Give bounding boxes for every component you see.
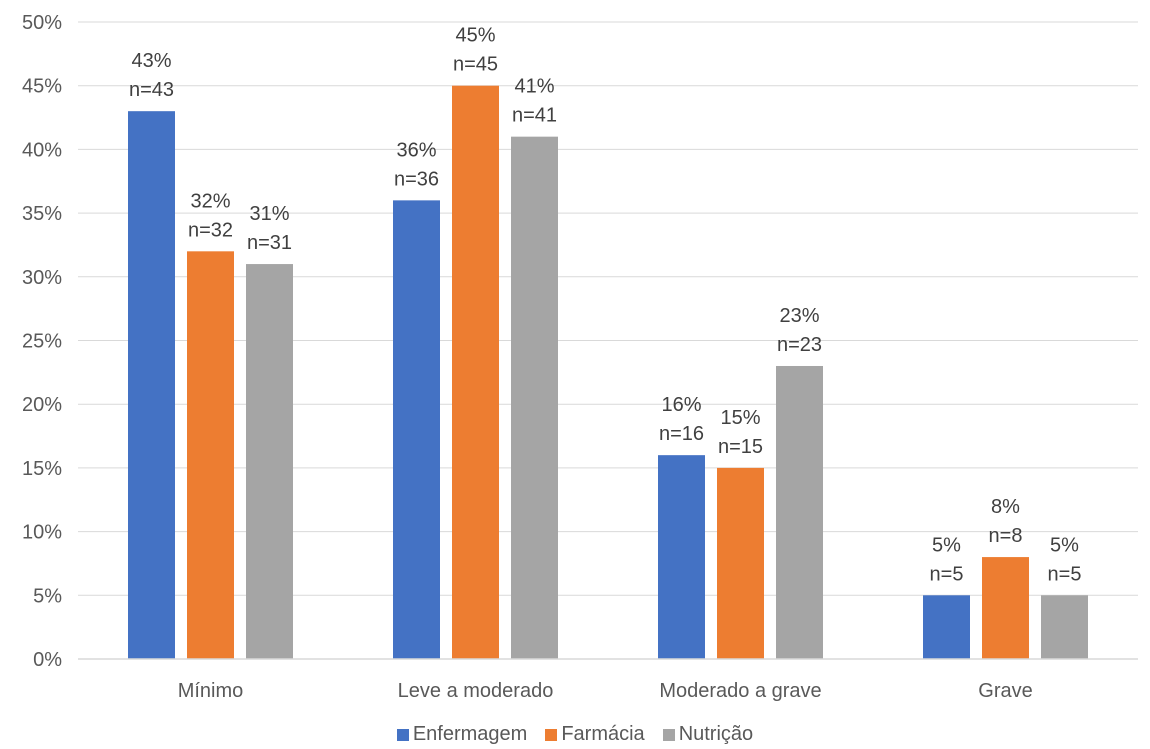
bar-enfermagem [393,200,440,660]
y-tick-label: 40% [22,139,62,161]
legend-label: Enfermagem [412,723,528,745]
bar-farmácia [717,467,764,659]
data-label-count: n=32 [188,219,233,241]
y-tick-label: 15% [22,458,62,480]
category-label: Leve a moderado [398,680,554,702]
gridlines [78,21,1138,596]
bar-nutrição [1041,595,1088,659]
bars [128,85,1088,660]
data-label-percent: 45% [455,25,495,47]
x-axis: Mínimo Leve a moderado Moderado a grave Gra… [78,658,1138,702]
data-label-count: n=8 [989,525,1023,547]
bar-enfermagem [658,455,705,659]
legend-label: Farmácia [561,723,645,745]
category-label: Moderado a grave [659,680,821,702]
y-tick-label: 10% [22,522,62,544]
data-label-percent: 5% [932,534,961,556]
bar-nutrição [511,136,558,659]
legend-item: Farmácia [545,723,645,746]
y-tick-label: 5% [33,585,62,607]
data-label-count: n=5 [930,563,964,585]
data-label-percent: 16% [661,394,701,416]
y-tick-label: 35% [22,203,62,225]
chart-canvas: 0% 5% 10% 15% 20% 25% 30% 35% 40% 45% 50% 43% n=43 3… [22,12,1138,702]
data-label-count: n=16 [659,423,704,445]
data-label-percent: 41% [514,76,554,98]
y-tick-label: 0% [33,649,62,671]
legend-item: Nutrição [662,723,754,746]
data-label-count: n=31 [247,232,292,254]
bar-enfermagem [128,111,175,660]
bar-enfermagem [923,595,970,659]
legend-swatch [545,728,558,741]
data-label-count: n=43 [129,79,174,101]
y-tick-label: 20% [22,394,62,416]
data-label-count: n=36 [394,168,439,190]
data-label-percent: 31% [249,203,289,225]
y-tick-label: 50% [22,12,62,34]
data-label-count: n=15 [718,436,763,458]
legend: Enfermagem Farmácia Nutrição [0,720,1150,749]
y-tick-label: 30% [22,267,62,289]
y-axis: 0% 5% 10% 15% 20% 25% 30% 35% 40% 45% 50% [22,12,62,671]
data-label-percent: 15% [720,407,760,429]
legend-item: Enfermagem [396,723,528,746]
category-label: Grave [978,680,1032,702]
data-label-count: n=23 [777,334,822,356]
bar-nutrição [776,365,823,659]
data-label-count: n=5 [1048,563,1082,585]
category-label: Mínimo [178,680,244,702]
bar-nutrição [246,264,293,659]
data-label-percent: 36% [396,139,436,161]
data-label-percent: 23% [779,305,819,327]
data-labels: 43% n=43 32% n=32 31% n=31 36% n=36 45% n=45 41% n=… [129,25,1082,586]
legend-swatch [662,728,675,741]
y-tick-label: 45% [22,76,62,98]
data-label-percent: 43% [131,50,171,72]
legend-label: Nutrição [678,723,754,745]
data-label-count: n=45 [453,54,498,76]
bar-farmácia [452,85,499,659]
y-tick-label: 25% [22,331,62,353]
bar-farmácia [982,557,1029,659]
bar-farmácia [187,251,234,659]
data-label-percent: 32% [190,190,230,212]
legend-swatch [396,728,409,741]
data-label-percent: 8% [991,496,1020,518]
data-label-percent: 5% [1050,534,1079,556]
data-label-count: n=41 [512,105,557,127]
